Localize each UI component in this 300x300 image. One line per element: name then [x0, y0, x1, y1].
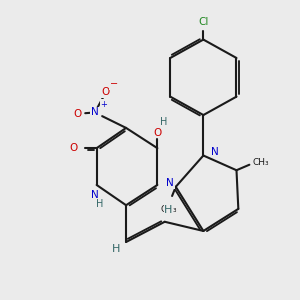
Text: −: − — [110, 79, 118, 89]
Text: H: H — [95, 199, 103, 209]
Text: H: H — [164, 205, 172, 215]
Text: H: H — [160, 117, 168, 127]
Text: O: O — [70, 143, 78, 153]
Text: +: + — [100, 100, 107, 109]
Text: CH₃: CH₃ — [160, 206, 177, 214]
Text: CH₃: CH₃ — [253, 158, 269, 166]
Text: Cl: Cl — [198, 17, 208, 27]
Text: N: N — [167, 178, 174, 188]
Text: H: H — [112, 244, 120, 254]
Text: N: N — [211, 147, 218, 157]
Text: N: N — [91, 107, 99, 118]
Text: O: O — [73, 109, 81, 119]
Text: O: O — [153, 128, 161, 138]
Text: O: O — [102, 87, 110, 97]
Text: N: N — [91, 190, 99, 200]
